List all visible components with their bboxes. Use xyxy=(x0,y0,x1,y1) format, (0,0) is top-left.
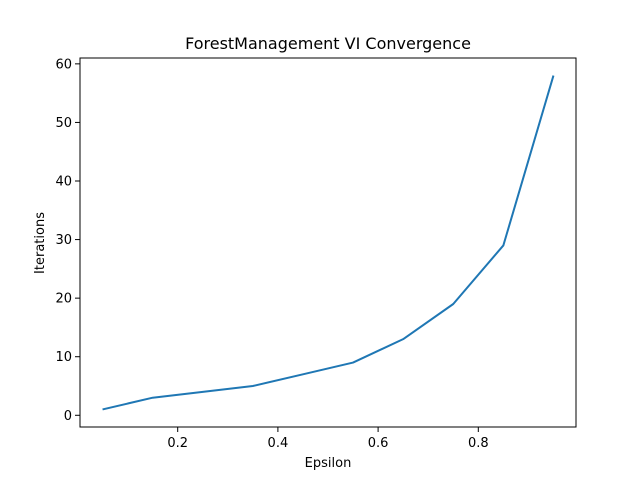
y-axis-title: Iterations xyxy=(33,212,48,274)
x-axis-title: Epsilon xyxy=(305,456,352,471)
plot-frame xyxy=(79,57,577,428)
y-tick-label: 40 xyxy=(55,175,72,190)
y-tick-label: 60 xyxy=(55,57,72,72)
x-axis: 0.2 0.4 0.6 0.8 xyxy=(167,427,489,451)
y-tick-label: 20 xyxy=(55,292,72,307)
y-tick-label: 30 xyxy=(55,233,72,248)
x-tick-label: 0.2 xyxy=(167,436,188,451)
x-tick-label: 0.4 xyxy=(268,436,289,451)
x-tick-label: 0.8 xyxy=(468,436,489,451)
chart-title: ForestManagement VI Convergence xyxy=(185,34,471,53)
series-layer xyxy=(102,75,555,411)
x-tick-label: 0.6 xyxy=(368,436,389,451)
y-axis: 0 10 20 30 40 50 60 xyxy=(55,57,80,424)
y-tick-label: 10 xyxy=(55,350,72,365)
y-tick-label: 0 xyxy=(64,409,72,424)
plot-area xyxy=(79,57,577,428)
series-line xyxy=(102,75,555,411)
y-tick-label: 50 xyxy=(55,116,72,131)
